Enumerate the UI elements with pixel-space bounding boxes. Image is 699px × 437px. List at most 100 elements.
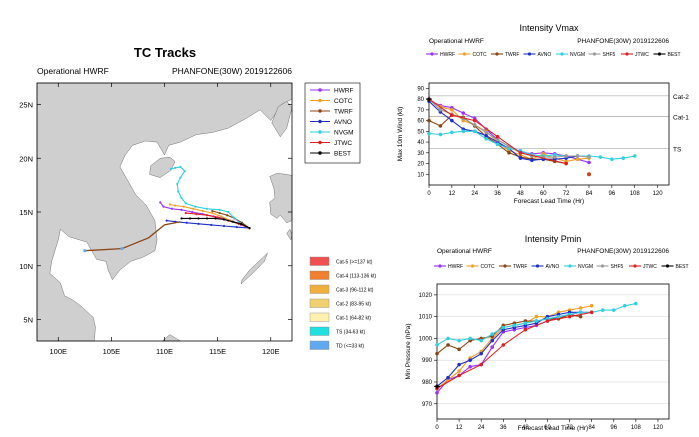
vmax-jtwc-point [495, 134, 500, 139]
tracks-legend-marker [318, 109, 322, 113]
vmax-nvgm-point [621, 156, 626, 161]
pmin-legend-label: SHF5 [611, 264, 624, 270]
pmin-xtick-label: 96 [610, 425, 617, 431]
vmax-shf5-point [484, 130, 488, 135]
tracks-legend-marker [318, 119, 322, 124]
track-nvgm-point [169, 167, 172, 171]
track-avno-point [235, 225, 238, 229]
pmin-legend-label: AVNO [546, 264, 560, 270]
vmax-grid [429, 95, 669, 149]
pmin-nvgm-point [523, 321, 528, 326]
pmin-hwrf-point [468, 364, 472, 369]
vmax-nvgm-point [427, 131, 431, 136]
pmin-legend-marker [438, 264, 442, 268]
vmax-threshold-label: Cat-2 [673, 94, 689, 101]
tracks-map [36, 82, 293, 342]
pmin-avno-point [479, 351, 484, 356]
vmax-nvgm-point [450, 130, 454, 135]
pmin-xtick-label: 72 [566, 425, 573, 431]
track-best-point [188, 217, 192, 220]
track-nvgm-point [184, 202, 187, 205]
tracks-xtick-label: 115E [209, 347, 226, 356]
track-cotc-point [211, 211, 214, 215]
pmin-ytick-label: 1020 [419, 293, 433, 299]
pmin-legend-label: COTC [481, 264, 496, 270]
track-avno-point [210, 223, 213, 226]
vmax-shf5-point [472, 123, 477, 127]
vmax-nvgm-point [598, 155, 603, 159]
pmin-hwrf-point [435, 391, 439, 395]
track-jtwc-point [195, 213, 198, 216]
vmax-ytick-label: 80 [417, 97, 424, 103]
vmax-legend-marker [430, 52, 434, 56]
vmax-ytick-label: 60 [417, 119, 424, 125]
tracks-legend-label: NVGM [334, 130, 354, 137]
track-cotc-point [192, 207, 195, 210]
vmax-xtick-label: 60 [540, 191, 547, 197]
track-past-point [120, 246, 124, 251]
tracks-legend-marker [318, 88, 322, 92]
vmax-xtick-label: 96 [609, 191, 616, 197]
intensity-swatch [309, 326, 330, 336]
track-nvgm-point [180, 196, 183, 200]
pmin-hwrf-point [490, 345, 495, 349]
land-mass [269, 173, 293, 224]
track-jtwc-point [205, 214, 209, 217]
vmax-threshold-label: Cat-1 [673, 114, 689, 121]
track-avno-point [165, 219, 168, 222]
vmax-avno-point [484, 133, 488, 138]
pmin-legend-label: BEST [676, 264, 689, 270]
pmin-best-point [435, 384, 439, 388]
track-jtwc-point [216, 216, 219, 219]
track-nvgm-point [176, 182, 179, 186]
vmax-shf5-point [587, 155, 591, 159]
vmax-legend-label: NVGM [570, 52, 585, 58]
tracks-xtick-label: 100E [49, 347, 67, 356]
vmax-ylabel: Max 10m Wind (kt) [397, 107, 404, 162]
vmax-nvgm-point [495, 142, 500, 147]
tracks-ytick-label: 15N [19, 208, 33, 217]
pmin-xtick-label: 36 [500, 425, 507, 431]
pmin-jtwc-point [567, 314, 572, 319]
vmax-legend-marker [560, 52, 564, 56]
tracks-xtick-label: 120E [262, 347, 280, 356]
track-best-point [197, 217, 200, 220]
intensity-label: Cat-3 (96-112 kt) [336, 288, 374, 294]
vmax-shf5-point [552, 155, 557, 159]
track-cotc-point [182, 205, 185, 208]
pmin-jtwc-point [589, 310, 594, 315]
vmax-xtick-label: 120 [653, 191, 664, 197]
track-hwrf-point [180, 208, 183, 211]
pmin-jtwc-point [479, 362, 484, 367]
pmin-xtick-label: 0 [435, 425, 439, 431]
vmax-ytick-label: 30 [417, 151, 424, 157]
vmax-xtick-label: 0 [427, 191, 431, 197]
pmin-nvgm-point [600, 308, 605, 312]
track-hwrf-point [170, 207, 174, 210]
track-past-line [84, 221, 181, 252]
track-best-point [214, 217, 217, 220]
track-twrf-line [212, 210, 250, 229]
pmin-cotc-point [578, 306, 583, 310]
vmax-legend-label: COTC [473, 52, 488, 58]
track-jtwc-point [184, 211, 187, 215]
pmin-grid [437, 294, 669, 405]
pmin-title: Intensity Pmin [525, 234, 582, 244]
track-hwrf-point [159, 201, 162, 204]
vmax-legend-label: SHF5 [603, 52, 616, 58]
pmin-ytick-label: 990 [422, 358, 433, 364]
tracks-legend-label: JTWC [334, 140, 352, 147]
track-twrf-point [218, 211, 221, 215]
vmax-jtwc-point [564, 161, 568, 166]
pmin-nvgm-point [634, 301, 638, 306]
vmax-cotc-point [450, 107, 454, 112]
tracks-legend-marker [318, 98, 322, 103]
track-best-point [248, 227, 251, 230]
vmax-xtick-label: 36 [494, 191, 501, 197]
track-best-point [180, 217, 183, 220]
vmax-series [426, 96, 637, 177]
track-nvgm-point [174, 166, 177, 170]
vmax-legend-marker [462, 52, 467, 56]
track-twrf-point [211, 209, 214, 213]
pmin-cotc-point [589, 303, 594, 308]
